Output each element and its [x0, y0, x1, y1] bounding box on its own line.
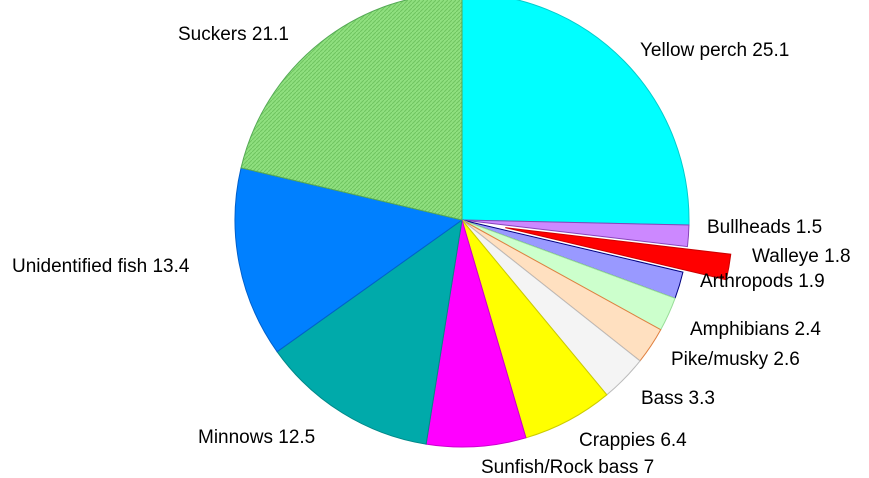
pie-slices: [234, 0, 732, 448]
slice-label-arthropods: Arthropods 1.9: [700, 271, 825, 292]
slice-label-bass: Bass 3.3: [641, 388, 715, 409]
slice-label-yellow-perch: Yellow perch 25.1: [640, 40, 789, 61]
slice-sunfish-rock-bass: [425, 219, 527, 448]
slice-label-pike-musky: Pike/musky 2.6: [671, 349, 800, 370]
slice-walleye: [505, 227, 732, 281]
slice-minnows: [276, 218, 463, 445]
slice-label-sunfish-rock-bass: Sunfish/Rock bass 7: [481, 457, 654, 478]
slice-label-bullheads: Bullheads 1.5: [707, 217, 822, 238]
pie-labels: Yellow perch 25.1 Bullheads 1.5 Walleye 1.…: [12, 24, 851, 478]
slice-label-amphibians: Amphibians 2.4: [690, 319, 821, 340]
slice-label-minnows: Minnows 12.5: [198, 427, 315, 448]
slice-label-crappies: Crappies 6.4: [579, 430, 687, 451]
slice-unidentified-fish: [234, 167, 464, 353]
slice-bullheads: [461, 219, 690, 248]
slice-label-suckers: Suckers 21.1: [178, 24, 289, 45]
slice-suckers: [240, 0, 463, 221]
slice-yellow-perch: [461, 0, 690, 226]
slice-label-unidentified-fish: Unidentified fish 13.4: [12, 256, 190, 277]
slice-label-walleye: Walleye 1.8: [752, 246, 851, 267]
